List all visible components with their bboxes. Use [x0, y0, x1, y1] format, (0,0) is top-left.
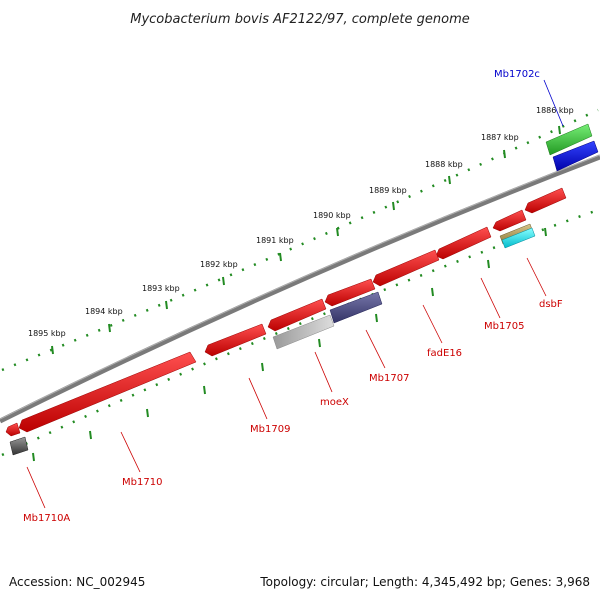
inner-tick-6: [203, 385, 206, 395]
tick-label-1892: 1892 kbp: [200, 260, 238, 269]
feature-fade16-cds[interactable]: [372, 249, 440, 287]
tick-label-1889: 1889 kbp: [369, 186, 407, 195]
leader-mb1710: [120, 431, 141, 473]
gene-label-mb1709[interactable]: Mb1709: [250, 424, 290, 435]
major-tick-6: [222, 276, 225, 286]
inner-ticks: [32, 227, 547, 462]
inner-tick-7: [146, 408, 149, 418]
leader-mb1709: [248, 377, 268, 420]
feature-darkgray-box[interactable]: [9, 436, 29, 456]
leader-mb1702c: [543, 79, 564, 127]
leader-fade16: [422, 304, 443, 344]
gene-label-mb1705[interactable]: Mb1705: [484, 321, 524, 332]
tick-label-1894: 1894 kbp: [85, 307, 123, 316]
feature-mb1705-cds-b[interactable]: [435, 226, 492, 260]
major-ticks: [51, 125, 561, 355]
major-tick-5: [279, 252, 282, 262]
tick-label-1888: 1888 kbp: [425, 160, 463, 169]
inner-tick-0: [544, 227, 547, 237]
gene-label-dsbf[interactable]: dsbF: [539, 299, 563, 310]
leader-moex: [314, 351, 333, 393]
tick-label-1890: 1890 kbp: [313, 211, 351, 220]
gene-label-mb1707[interactable]: Mb1707: [369, 373, 409, 384]
tick-label-1895: 1895 kbp: [28, 329, 66, 338]
gene-label-moex[interactable]: moeX: [320, 397, 349, 408]
inner-tick-3: [375, 313, 378, 323]
major-tick-1: [503, 149, 506, 159]
feature-mb1709-cds[interactable]: [204, 323, 267, 357]
gene-label-mb1710a[interactable]: Mb1710A: [23, 513, 70, 524]
feature-dsbf-cds[interactable]: [524, 187, 567, 214]
inner-tick-2: [431, 287, 434, 297]
genome-backbone: [0, 154, 600, 424]
feature-mb1705-cds-a[interactable]: [492, 209, 527, 232]
genome-summary-text: Topology: circular; Length: 4,345,492 bp…: [259, 575, 590, 589]
feature-mb1710-cds[interactable]: [18, 351, 197, 433]
feature-mb1707-cds[interactable]: [324, 278, 376, 307]
major-tick-7: [165, 300, 168, 310]
inner-tick-4: [318, 338, 321, 348]
inner-tick-5: [261, 362, 264, 372]
major-tick-4: [336, 227, 339, 237]
feature-mb1710a-cds[interactable]: [5, 422, 21, 437]
accession-text: Accession: NC_002945: [9, 575, 145, 589]
feature-moex-cds[interactable]: [267, 298, 327, 332]
gene-label-fade16[interactable]: fadE16: [427, 348, 462, 359]
inner-tick-8: [89, 430, 92, 440]
major-tick-9: [51, 345, 54, 355]
leader-mb1710a: [26, 466, 46, 509]
leader-mb1705: [480, 277, 501, 319]
gene-label-mb1710[interactable]: Mb1710: [122, 477, 162, 488]
inner-tick-9: [32, 452, 35, 462]
inner-tick-1: [487, 259, 490, 269]
feature-slate-box[interactable]: [329, 291, 383, 324]
tick-label-1886: 1886 kbp: [536, 106, 574, 115]
feature-cyan-box[interactable]: [501, 227, 536, 249]
map-title: Mycobacterium bovis AF2122/97, complete …: [130, 12, 469, 27]
tick-label-1887: 1887 kbp: [481, 133, 519, 142]
feature-gray-box[interactable]: [272, 314, 335, 350]
tick-label-1893: 1893 kbp: [142, 284, 180, 293]
leader-dsbf: [526, 257, 547, 297]
gene-label-mb1702c[interactable]: Mb1702c: [494, 69, 540, 80]
feature-mb1702c-green[interactable]: [545, 123, 593, 156]
feature-mb1702c-blue[interactable]: [552, 140, 599, 172]
major-tick-3: [392, 201, 395, 211]
leader-mb1707: [365, 329, 386, 369]
major-tick-8: [108, 323, 111, 333]
genome-backbone-highlight: [0, 154, 600, 420]
tick-label-1891: 1891 kbp: [256, 236, 294, 245]
inner-ruler-track: [1, 208, 599, 457]
major-tick-2: [448, 175, 451, 185]
major-tick-0: [558, 125, 561, 135]
